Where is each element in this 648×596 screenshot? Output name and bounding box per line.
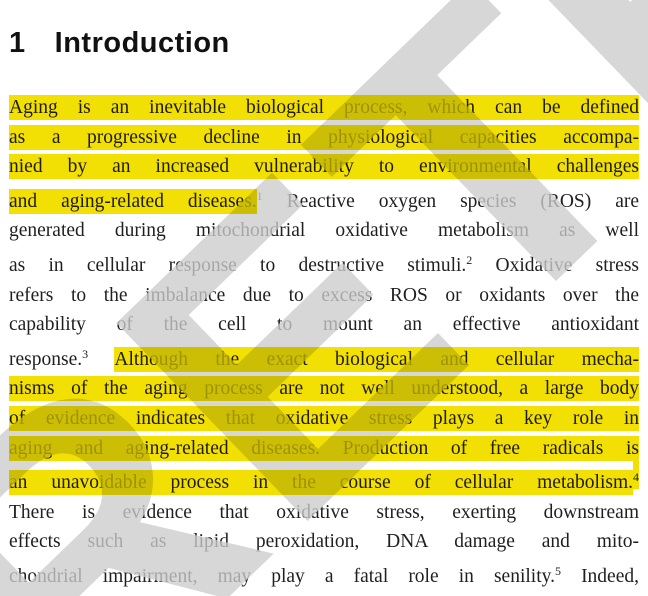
section-heading: 1 Introduction [9, 26, 639, 60]
text-line: chondrial impairment, may play a fatal r… [9, 557, 639, 592]
footnote-ref: 5 [554, 563, 561, 578]
footnote-ref: 1 [256, 188, 263, 203]
text-segment: refers to the imbalance due to excess RO… [9, 285, 639, 306]
paragraph-ghost: Aging is an inevitable biological proces… [9, 93, 639, 596]
text-line: capability of the cell to mount an effec… [9, 310, 639, 340]
text-segment: Indeed, [560, 565, 639, 587]
text-segment: generated during mitochondrial oxidative… [9, 220, 639, 242]
highlighted-text: of evidence indicates that oxidative str… [9, 405, 639, 431]
text-line: chondrial impairment, may play a fatal r… [9, 557, 639, 592]
highlighted-text: Although the exact biological and cellul… [114, 346, 639, 372]
highlighted-text: as a progressive decline in physiologica… [9, 124, 639, 150]
text-line: There is evidence that oxidative stress,… [9, 498, 639, 528]
footnote-ref: 3 [82, 346, 89, 361]
text-segment: capability of the cell to mount an effec… [9, 314, 639, 335]
text-segment: chondrial impairment, may play a fatal r… [9, 566, 555, 587]
text-line: as a progressive decline in physiologica… [9, 123, 639, 153]
text-line: nisms of the aging process are not well … [9, 374, 639, 404]
section-heading-ghost: 1 Introduction [9, 26, 639, 60]
section-title: Introduction [54, 27, 230, 59]
text-segment: Oxidative stress [472, 255, 639, 276]
text-line: an unavoidable process in the course of … [9, 461, 639, 498]
text-line: nied by an increased vulnerability to en… [9, 152, 639, 182]
text-segment: as in cellular response to destructive s… [9, 254, 467, 276]
text-segment: refers to the imbalance due to excess RO… [9, 284, 639, 306]
text-segment: response. [9, 349, 82, 370]
text-line: as in cellular response to destructive s… [9, 246, 639, 281]
text-line: response.3 Although the exact biological… [9, 340, 639, 375]
text-line: effects such as lipid peroxidation, DNA … [9, 527, 639, 557]
text-segment: There is evidence that oxidative stress,… [9, 502, 639, 523]
footnote-ref: 4 [633, 461, 639, 490]
text-segment: response. [9, 348, 83, 370]
text-segment: effects such as lipid peroxidation, DNA … [9, 531, 639, 552]
text-segment: effects such as lipid peroxidation, DNA … [9, 531, 639, 553]
footnote-ref: 2 [466, 252, 473, 267]
text-segment: Oxidative stress [472, 254, 639, 276]
text-segment [88, 349, 114, 370]
highlighted-text: an unavoidable process in the course of … [9, 470, 633, 496]
highlighted-text: and aging-related diseases. [9, 188, 257, 214]
text-segment: There is evidence that oxidative stress,… [9, 501, 639, 523]
text-line: generated during mitochondrial oxidative… [9, 216, 639, 246]
section-number: 1 [9, 27, 26, 59]
highlighted-text: Aging is an inevitable biological proces… [9, 95, 639, 120]
text-line: aging and aging-related diseases. Produc… [9, 434, 639, 464]
text-segment: chondrial impairment, may play a fatal r… [9, 565, 555, 587]
highlighted-text: nied by an increased vulnerability to en… [9, 154, 639, 180]
text-line: There is evidence that oxidative stress,… [9, 498, 639, 528]
text-segment: capability of the cell to mount an effec… [9, 314, 639, 336]
text-segment: Indeed, [561, 566, 639, 587]
text-line: there are many factors to which the orga… [9, 592, 639, 596]
text-line: capability of the cell to mount an effec… [9, 310, 639, 340]
text-segment: Reactive oxygen species (ROS) are [263, 191, 639, 212]
text-line: and aging-related diseases.1 Reactive ox… [9, 182, 639, 217]
text-line: Aging is an inevitable biological proces… [9, 93, 639, 123]
text-line: refers to the imbalance due to excess RO… [9, 281, 639, 311]
highlighted-text: nisms of the aging process are not well … [9, 376, 639, 402]
text-line: as in cellular response to destructive s… [9, 246, 639, 281]
text-segment: as in cellular response to destructive s… [9, 255, 466, 276]
text-line: effects such as lipid peroxidation, DNA … [9, 527, 639, 557]
text-line: generated during mitochondrial oxidative… [9, 216, 639, 246]
highlighted-text: aging and aging-related diseases. Produc… [9, 435, 639, 461]
text-line: of evidence indicates that oxidative str… [9, 404, 639, 434]
text-segment: generated during mitochondrial oxidative… [9, 220, 639, 241]
text-line: refers to the imbalance due to excess RO… [9, 281, 639, 311]
text-segment: Reactive oxygen species (ROS) are [262, 190, 639, 212]
